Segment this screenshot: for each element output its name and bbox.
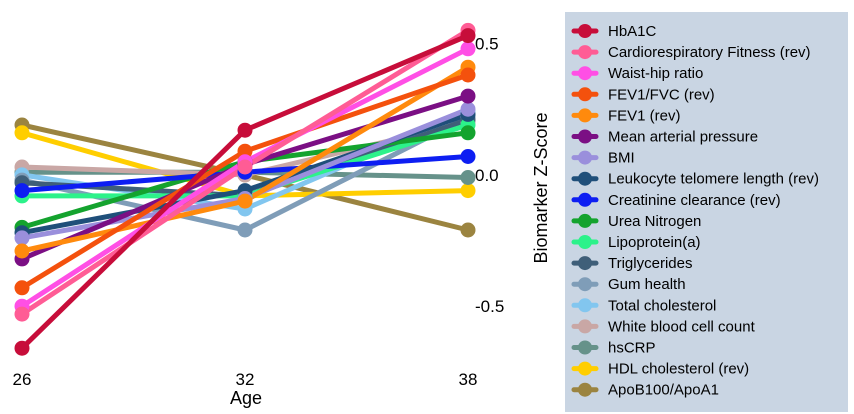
legend-label: ApoB100/ApoA1: [608, 382, 719, 399]
legend-swatch-marker: [578, 171, 592, 186]
legend-item-fev1-rev: FEV1 (rev): [571, 107, 681, 124]
y-tick-label: 0.0: [475, 166, 499, 185]
data-point-fev1-fvc-rev: [14, 280, 30, 296]
legend-swatch-marker: [578, 213, 592, 228]
data-point-waist-hip-ratio: [460, 41, 476, 57]
legend-item-creatinine-clearance-rev: Creatinine clearance (rev): [571, 192, 781, 209]
data-point-cardiorespiratory-fitness-rev: [14, 306, 30, 322]
data-point-fev1-fvc-rev: [460, 67, 476, 83]
y-axis-title: Biomarker Z-Score: [531, 112, 551, 263]
legend-background: [565, 12, 848, 412]
data-point-hscrp: [460, 170, 476, 185]
data-point-urea-nitrogen: [460, 125, 476, 141]
legend-swatch-marker: [578, 45, 592, 60]
legend-label: Leukocyte telomere length (rev): [608, 171, 819, 188]
legend-label: Gum health: [608, 276, 686, 293]
legend-item-white-blood-cell-count: White blood cell count: [571, 318, 756, 335]
legend-item-apob100-apoa1: ApoB100/ApoA1: [571, 382, 719, 399]
legend-label: Urea Nitrogen: [608, 213, 701, 230]
legend-swatch-marker: [578, 382, 592, 397]
x-axis-title: Age: [230, 388, 262, 408]
legend-swatch-marker: [578, 361, 592, 376]
legend-label: Cardiorespiratory Fitness (rev): [608, 44, 811, 61]
data-point-apob100-apoa1: [460, 222, 476, 238]
legend-swatch-marker: [578, 277, 592, 292]
x-tick-label: 26: [13, 370, 32, 389]
legend-item-lipoprotein-a: Lipoprotein(a): [571, 234, 701, 251]
data-point-hdl-cholesterol-rev: [14, 125, 30, 141]
data-point-fev1-rev: [237, 193, 253, 209]
legend-swatch-marker: [578, 298, 592, 313]
data-point-fev1-rev: [14, 243, 30, 259]
y-axis-ticks: 0.5 0.0 -0.5: [475, 35, 504, 317]
legend-swatch-marker: [578, 108, 592, 123]
x-tick-label: 32: [236, 370, 255, 389]
legend-item-hscrp: hsCRP: [571, 340, 656, 357]
legend-item-bmi: BMI: [571, 150, 635, 167]
data-point-bmi: [460, 101, 476, 117]
series-points: [14, 22, 476, 356]
legend-item-fev1-fvc-rev: FEV1/FVC (rev): [571, 86, 715, 103]
legend-swatch-marker: [578, 150, 592, 165]
legend-label: Total cholesterol: [608, 297, 716, 314]
legend-label: FEV1 (rev): [608, 107, 681, 124]
legend-item-urea-nitrogen: Urea Nitrogen: [571, 213, 701, 230]
legend-item-mean-arterial-pressure: Mean arterial pressure: [571, 129, 758, 146]
legend-swatch-marker: [578, 235, 592, 249]
data-point-gum-health: [237, 222, 253, 238]
legend-label: Mean arterial pressure: [608, 129, 758, 146]
legend-swatch-marker: [578, 319, 592, 334]
y-tick-label: -0.5: [475, 297, 504, 316]
x-axis-ticks: 26 32 38: [13, 370, 478, 389]
legend-item-triglycerides: Triglycerides: [571, 255, 692, 272]
legend-label: Triglycerides: [608, 255, 692, 272]
legend-item-hba1c: HbA1C: [571, 23, 657, 40]
legend-label: Waist-hip ratio: [608, 65, 703, 82]
legend-label: hsCRP: [608, 340, 656, 357]
legend-label: BMI: [608, 150, 635, 167]
legend-label: Lipoprotein(a): [608, 234, 701, 251]
legend-swatch-marker: [578, 192, 592, 207]
data-point-fev1-fvc-rev: [237, 143, 253, 159]
data-point-mean-arterial-pressure: [460, 88, 476, 104]
legend-swatch-marker: [578, 66, 592, 81]
legend-label: HbA1C: [608, 23, 657, 40]
legend-item-total-cholesterol: Total cholesterol: [571, 297, 716, 314]
data-point-hba1c: [460, 28, 476, 44]
legend-label: HDL cholesterol (rev): [608, 361, 749, 378]
data-point-cardiorespiratory-fitness-rev: [237, 159, 253, 175]
legend-swatch-marker: [578, 256, 592, 271]
legend-label: Creatinine clearance (rev): [608, 192, 781, 209]
legend: HbA1C Cardiorespiratory Fitness (rev) Wais…: [565, 12, 848, 412]
legend-item-cardiorespiratory-fitness-rev: Cardiorespiratory Fitness (rev): [571, 44, 811, 61]
legend-swatch-marker: [578, 340, 592, 355]
data-point-hba1c: [14, 340, 30, 356]
legend-item-leukocyte-telomere-length-rev: Leukocyte telomere length (rev): [571, 171, 819, 188]
x-tick-label: 38: [459, 370, 478, 389]
y-tick-label: 0.5: [475, 35, 499, 54]
legend-item-gum-health: Gum health: [571, 276, 686, 293]
legend-label: FEV1/FVC (rev): [608, 86, 715, 103]
data-point-creatinine-clearance-rev: [14, 183, 30, 199]
legend-swatch-marker: [578, 129, 592, 144]
data-point-hba1c: [237, 122, 253, 138]
legend-swatch-marker: [578, 24, 592, 38]
legend-label: White blood cell count: [608, 318, 756, 335]
legend-swatch-marker: [578, 87, 592, 102]
data-point-creatinine-clearance-rev: [460, 149, 476, 164]
data-point-bmi: [14, 230, 30, 246]
legend-item-hdl-cholesterol-rev: HDL cholesterol (rev): [571, 361, 749, 378]
data-point-hdl-cholesterol-rev: [460, 183, 476, 199]
legend-item-waist-hip-ratio: Waist-hip ratio: [571, 65, 703, 82]
